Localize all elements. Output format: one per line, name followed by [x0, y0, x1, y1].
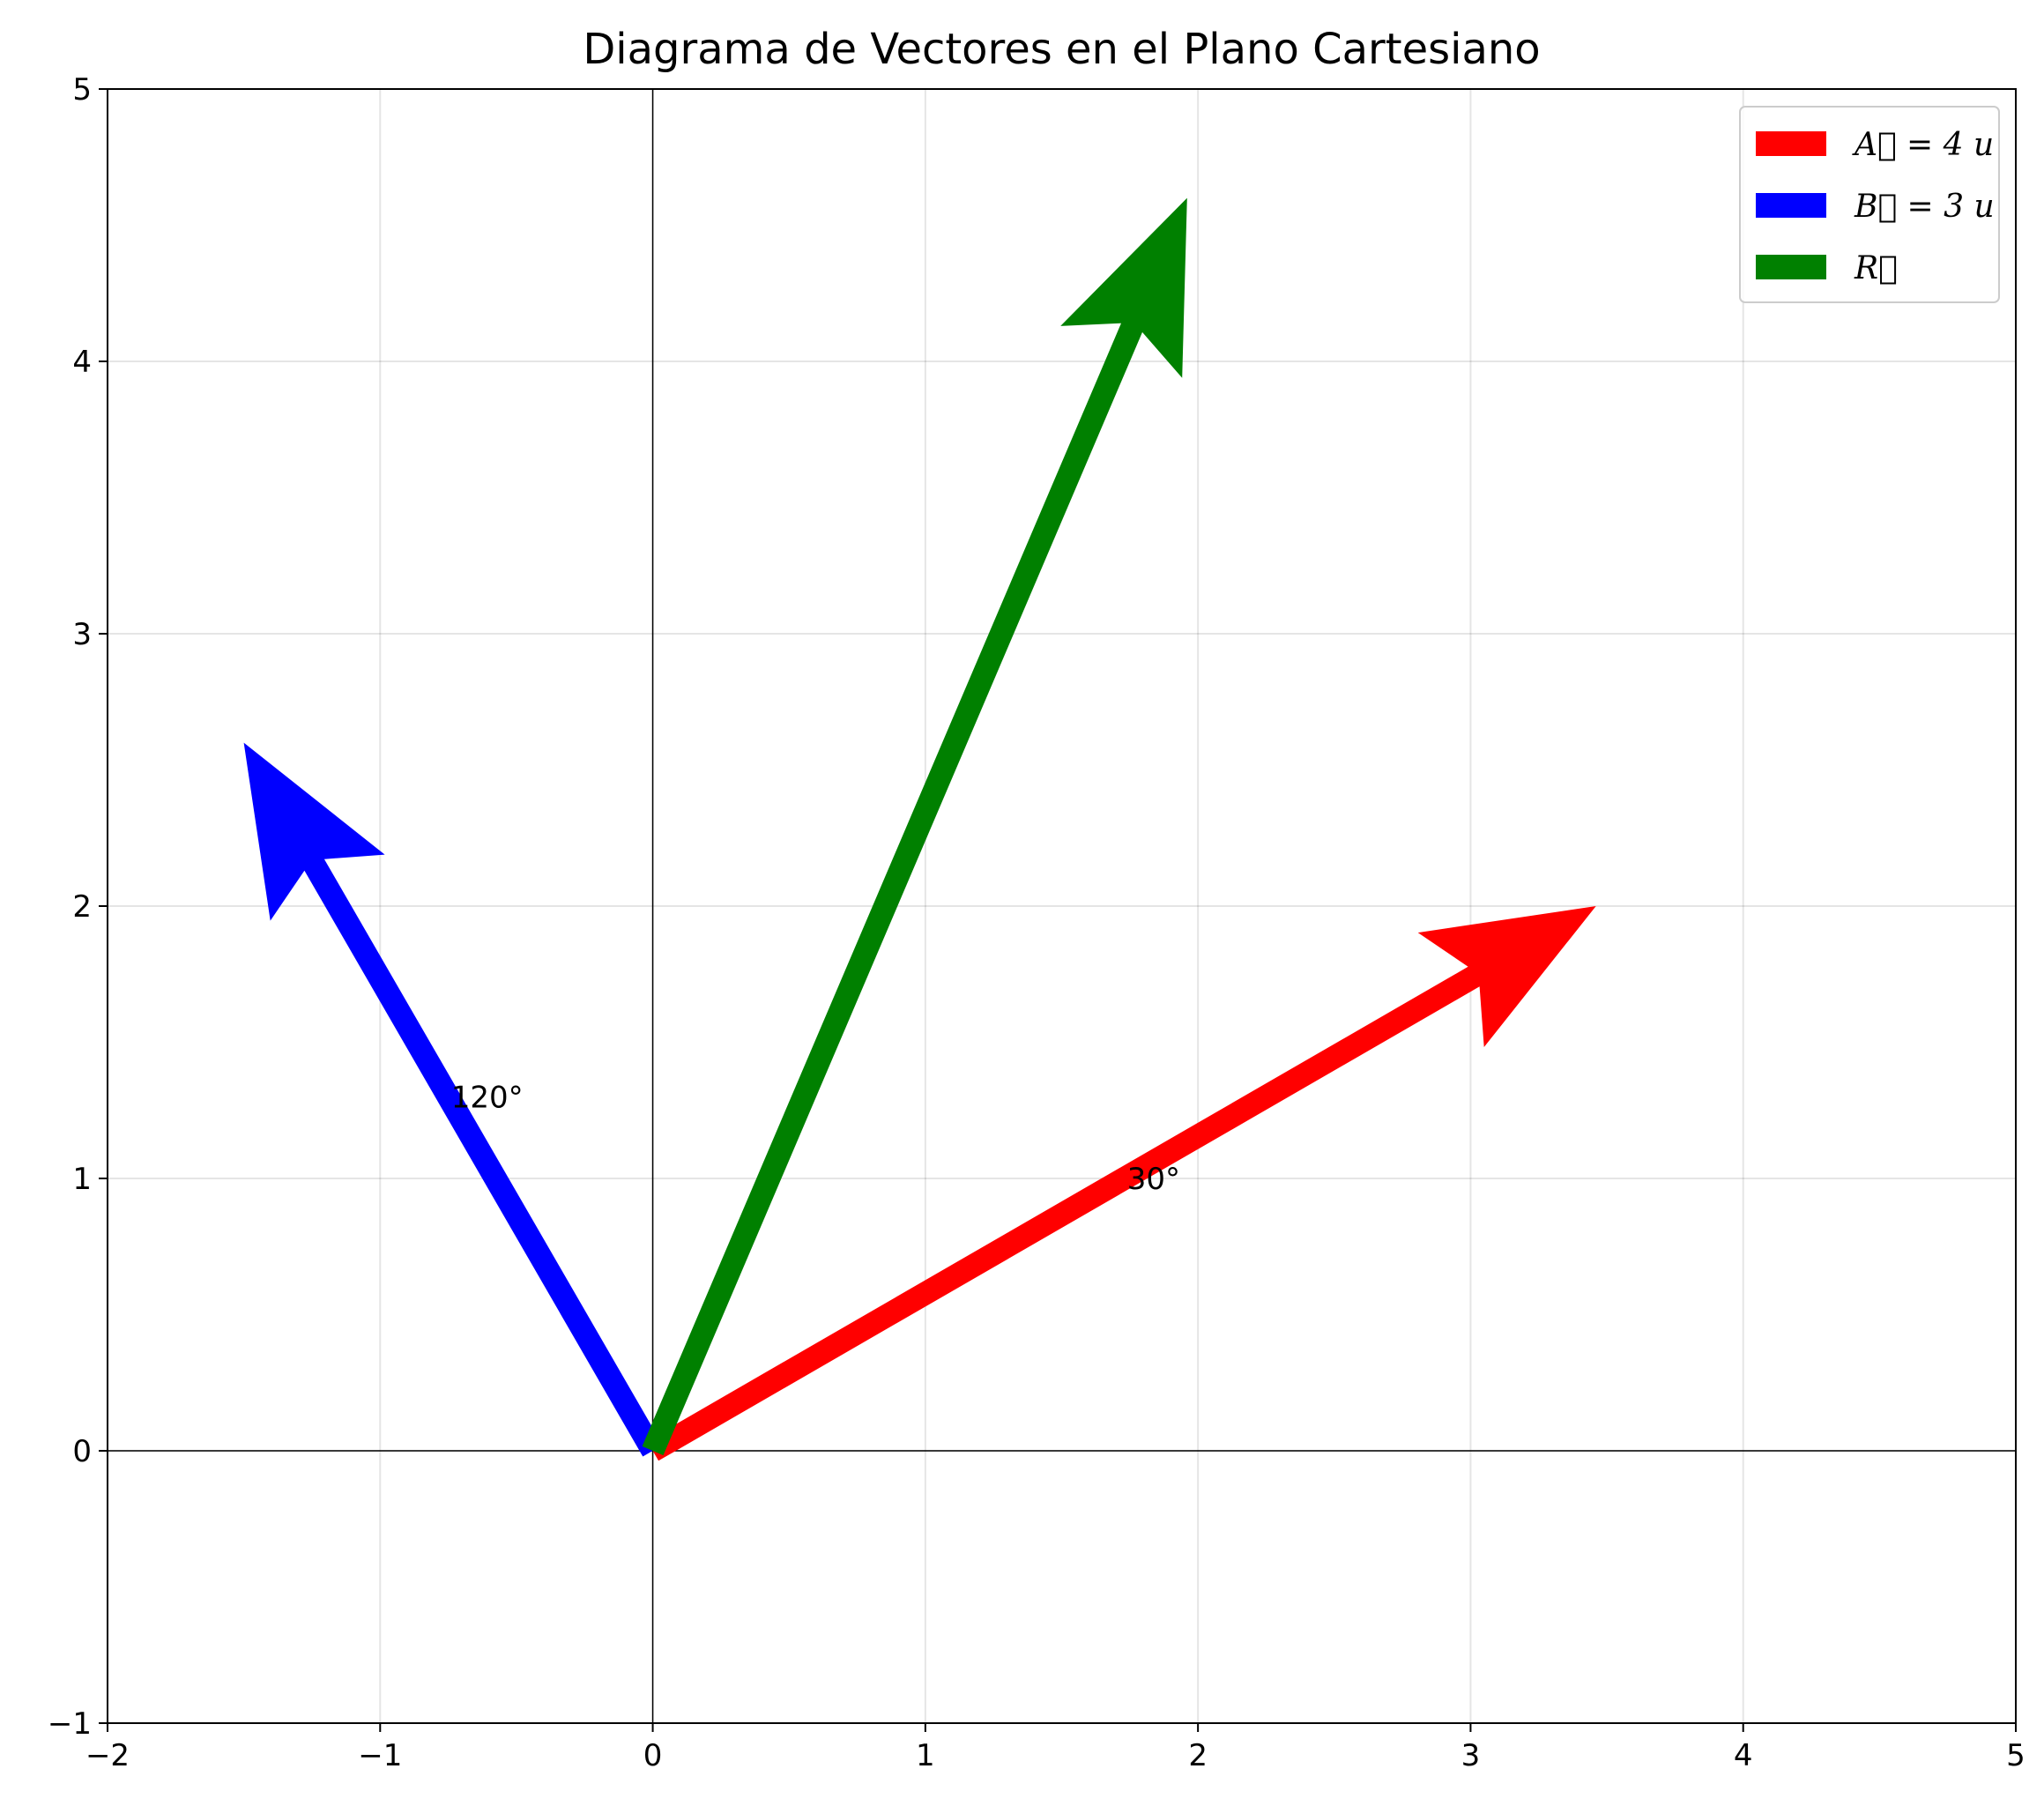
legend-swatch-0 [1756, 131, 1826, 156]
vector-arrow-0 [647, 906, 1596, 1461]
y-tick-label-6: 5 [72, 72, 92, 108]
grid [107, 88, 2017, 1724]
legend: A⃗ = 4 u B⃗ = 3 u R⃗ [1739, 106, 2000, 303]
x-tick-label-5: 3 [1461, 1738, 1481, 1773]
vectors [243, 197, 1596, 1461]
x-tick-label-2: 0 [643, 1738, 663, 1773]
chart-title: Diagrama de Vectores en el Plano Cartesi… [583, 25, 1540, 74]
legend-swatch-1 [1756, 193, 1826, 218]
vector-arrow-2 [642, 197, 1187, 1456]
y-tick-label-5: 4 [72, 345, 92, 380]
legend-label-2: R⃗ [1854, 250, 1898, 286]
x-tick-label-7: 5 [2006, 1738, 2025, 1773]
vector-arrow-1 [243, 742, 663, 1457]
x-tick-label-3: 1 [916, 1738, 935, 1773]
x-tick-label-6: 4 [1734, 1738, 1753, 1773]
y-tick-label-4: 3 [72, 617, 92, 652]
x-tick-label-0: −2 [85, 1738, 130, 1773]
x-tick-label-1: −1 [358, 1738, 402, 1773]
y-tick-label-0: −1 [48, 1706, 92, 1742]
legend-label-1: B⃗ = 3 u [1854, 189, 1995, 225]
y-tick-label-1: 0 [72, 1434, 92, 1469]
y-tick-label-3: 2 [72, 889, 92, 925]
y-tick-label-2: 1 [72, 1162, 92, 1197]
angle-label-0: 30° [1127, 1162, 1180, 1197]
x-tick-label-4: 2 [1188, 1738, 1208, 1773]
legend-swatch-2 [1756, 255, 1826, 279]
legend-label-0: A⃗ = 4 u [1852, 127, 1994, 163]
angle-labels: 30° 120° [451, 1080, 1180, 1197]
angle-label-1: 120° [451, 1080, 524, 1115]
